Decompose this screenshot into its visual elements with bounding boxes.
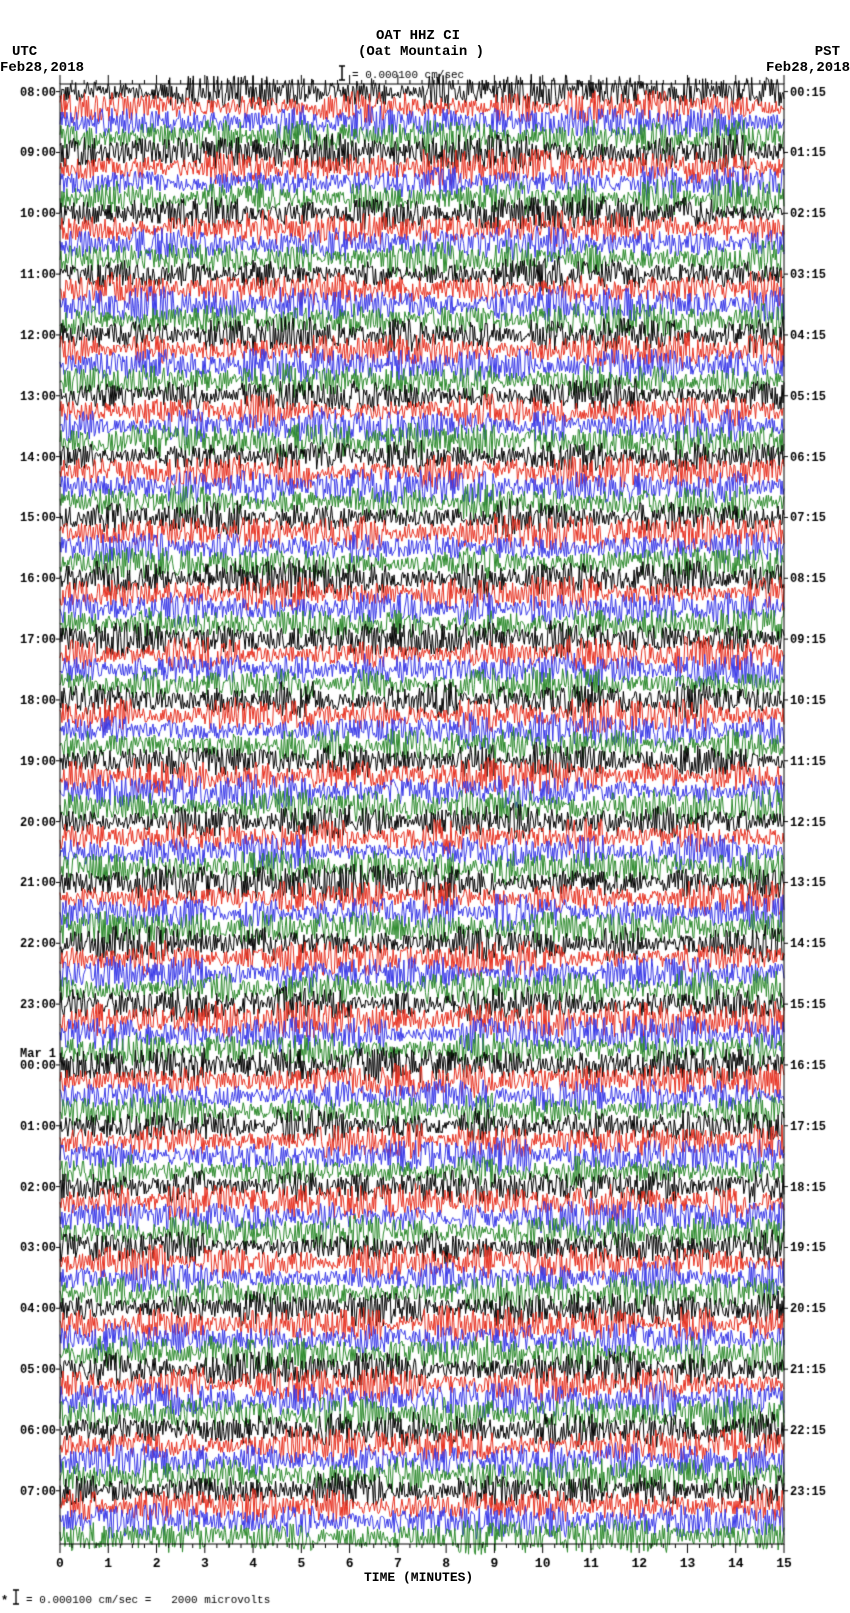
helicorder-plot <box>0 0 850 1613</box>
xaxis-title: TIME (MINUTES) <box>364 1570 473 1585</box>
